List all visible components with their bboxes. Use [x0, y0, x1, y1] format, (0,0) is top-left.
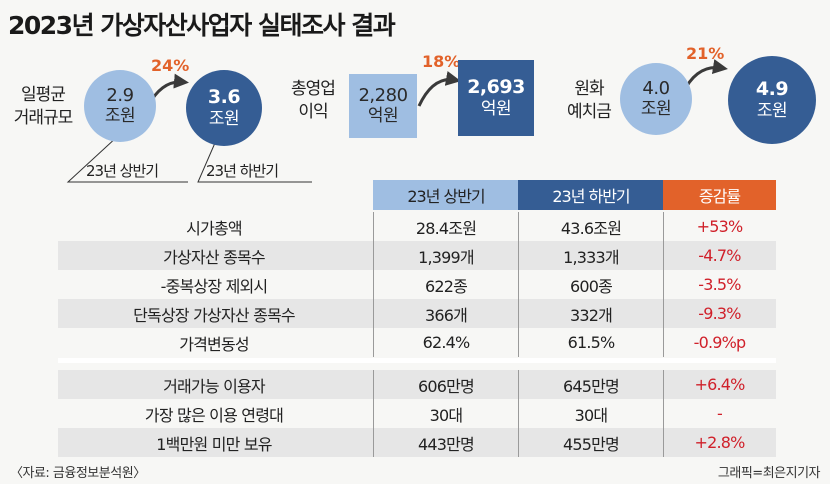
- change-value: -9.3%: [698, 304, 741, 323]
- trading-second-unit: 조원: [208, 109, 240, 129]
- period2-pointer: [197, 135, 312, 183]
- change-value: -: [717, 404, 723, 423]
- column-divider: [373, 370, 374, 457]
- column-divider: [518, 370, 519, 457]
- column-divider: [663, 370, 664, 457]
- first-half-value: 606만명: [418, 376, 475, 396]
- row-label: 시가총액: [186, 218, 242, 238]
- deposits-label: 원화 예치금: [560, 78, 618, 124]
- profit-first-value: 2,280: [358, 85, 408, 106]
- table-row: 단독상장 가상자산 종목수 366개 332개 -9.3%: [58, 299, 776, 328]
- row-label: 가격변동성: [179, 334, 249, 354]
- trading-first-unit: 조원: [104, 106, 136, 126]
- table-header-change: 증감률: [663, 180, 776, 210]
- trading-second-half-circle: 3.6 조원: [186, 70, 262, 146]
- deposits-first-value: 4.0: [642, 78, 670, 99]
- trading-second-value: 3.6: [207, 86, 241, 108]
- row-label: 1백만원 미만 보유: [156, 434, 272, 454]
- change-value: -3.5%: [698, 275, 741, 294]
- first-half-value: 1,399개: [418, 247, 475, 267]
- graphic-credit: 그래픽=최은지기자: [717, 466, 821, 481]
- second-half-value: 43.6조원: [560, 218, 622, 238]
- row-label: -중복상장 제외시: [160, 276, 269, 296]
- second-half-value: 645만명: [563, 376, 620, 396]
- trading-first-value: 2.9: [106, 85, 134, 106]
- second-half-value: 455만명: [563, 434, 620, 454]
- profit-second-half-box: 2,693 억원: [458, 60, 534, 136]
- first-half-value: 62.4%: [422, 333, 471, 352]
- period2-label: 23년 하반기: [206, 162, 279, 180]
- table-header-second-half: 23년 하반기: [518, 180, 664, 210]
- first-half-value: 443만명: [418, 434, 475, 454]
- profit-second-unit: 억원: [480, 99, 512, 119]
- row-label: 단독상장 가상자산 종목수: [133, 305, 296, 325]
- column-divider: [663, 212, 664, 357]
- trading-label-line1: 일평균: [21, 85, 66, 105]
- table-row: 1백만원 미만 보유 443만명 455만명 +2.8%: [58, 428, 776, 457]
- table-header-first-half: 23년 상반기: [373, 180, 519, 210]
- first-half-value: 30대: [429, 405, 463, 425]
- first-half-value: 28.4조원: [415, 218, 477, 238]
- profit-first-half-box: 2,280 억원: [349, 74, 417, 138]
- column-divider: [373, 212, 374, 357]
- table-row: 시가총액 28.4조원 43.6조원 +53%: [58, 212, 776, 241]
- second-half-value: 600종: [569, 276, 613, 296]
- profit-label-line1: 총영업: [291, 79, 336, 99]
- deposits-second-unit: 조원: [756, 101, 788, 121]
- source-note: 〈자료: 금융정보분석원〉: [10, 466, 146, 481]
- first-half-value: 366개: [424, 305, 468, 325]
- second-half-value: 30대: [574, 405, 608, 425]
- deposits-second-value: 4.9: [755, 78, 789, 100]
- change-value: +2.8%: [694, 433, 745, 452]
- row-label: 거래가능 이용자: [163, 376, 266, 396]
- row-label: 가장 많은 이용 연령대: [144, 405, 284, 425]
- profit-first-unit: 억원: [367, 106, 399, 126]
- deposits-second-half-circle: 4.9 조원: [728, 56, 816, 144]
- table-row: 가장 많은 이용 연령대 30대 30대 -: [58, 399, 776, 428]
- table-row: 가상자산 종목수 1,399개 1,333개 -4.7%: [58, 241, 776, 270]
- profit-label: 총영업 이익: [283, 78, 343, 124]
- deposits-label-line2: 예치금: [567, 102, 612, 122]
- trading-change: 24%: [151, 56, 190, 75]
- change-value: +6.4%: [694, 375, 745, 394]
- table-row: 거래가능 이용자 606만명 645만명 +6.4%: [58, 370, 776, 399]
- second-half-value: 61.5%: [567, 333, 616, 352]
- period1-pointer: [66, 135, 188, 183]
- column-divider: [518, 212, 519, 357]
- change-value: -0.9%p: [693, 333, 747, 352]
- trading-label-line2: 거래규모: [13, 108, 74, 128]
- profit-label-line2: 이익: [298, 102, 328, 122]
- profit-change: 18%: [422, 52, 461, 71]
- profit-second-value: 2,693: [467, 76, 525, 98]
- page-title: 2023년 가상자산사업자 실태조사 결과: [8, 11, 396, 40]
- arrow-icon: [417, 71, 461, 107]
- deposits-label-line1: 원화: [574, 79, 604, 99]
- change-value: -4.7%: [698, 246, 741, 265]
- deposits-change: 21%: [686, 44, 725, 63]
- row-label: 가상자산 종목수: [163, 247, 266, 267]
- table-row: -중복상장 제외시 622종 600종 -3.5%: [58, 270, 776, 299]
- trading-first-half-circle: 2.9 조원: [84, 70, 156, 142]
- second-half-value: 1,333개: [563, 247, 620, 267]
- second-half-value: 332개: [569, 305, 613, 325]
- change-value: +53%: [696, 217, 744, 236]
- period1-label: 23년 상반기: [86, 162, 159, 180]
- deposits-first-unit: 조원: [640, 99, 672, 119]
- trading-label: 일평균 거래규모: [8, 84, 78, 130]
- table-row: 가격변동성 62.4% 61.5% -0.9%p: [58, 328, 776, 357]
- first-half-value: 622종: [424, 276, 468, 296]
- deposits-first-half-circle: 4.0 조원: [620, 63, 692, 135]
